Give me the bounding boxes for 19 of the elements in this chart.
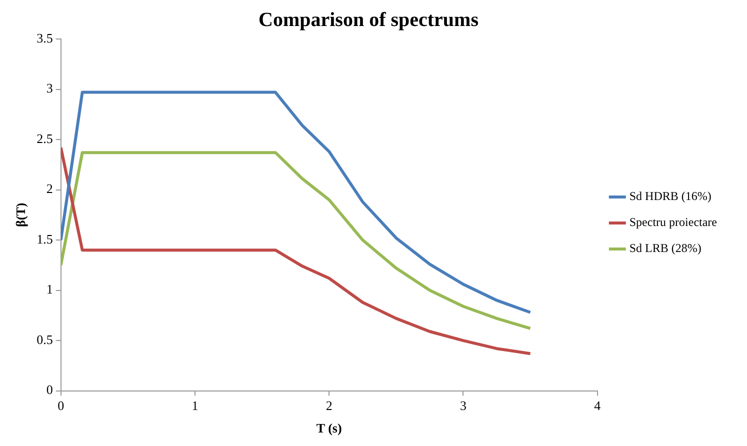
x-axis-title: T (s) [316,420,342,436]
legend-label: Sd HDRB (16%) [629,189,712,204]
x-tick-label: 1 [192,398,198,414]
y-axis-title: β(T) [13,202,28,227]
y-tick-label: 1.5 [36,231,53,246]
y-tick-label: 0 [46,382,53,398]
x-tick-label: 2 [326,398,332,414]
y-tick-label: 1 [46,282,53,297]
x-tick-label: 3 [460,398,466,414]
y-tick-label: 2 [46,181,53,196]
y-tick-label: 3.5 [36,30,53,46]
chart-title: Comparison of spectrums [258,9,479,32]
x-tick-label: 0 [58,398,64,414]
y-tick-label: 3 [46,80,53,96]
y-tick-label: 2.5 [36,130,53,146]
legend-label: Sd LRB (28%) [629,241,702,256]
x-tick-label: 4 [594,398,602,414]
y-tick-label: 0.5 [36,332,53,347]
legend-label: Spectru proiectare [629,215,718,230]
